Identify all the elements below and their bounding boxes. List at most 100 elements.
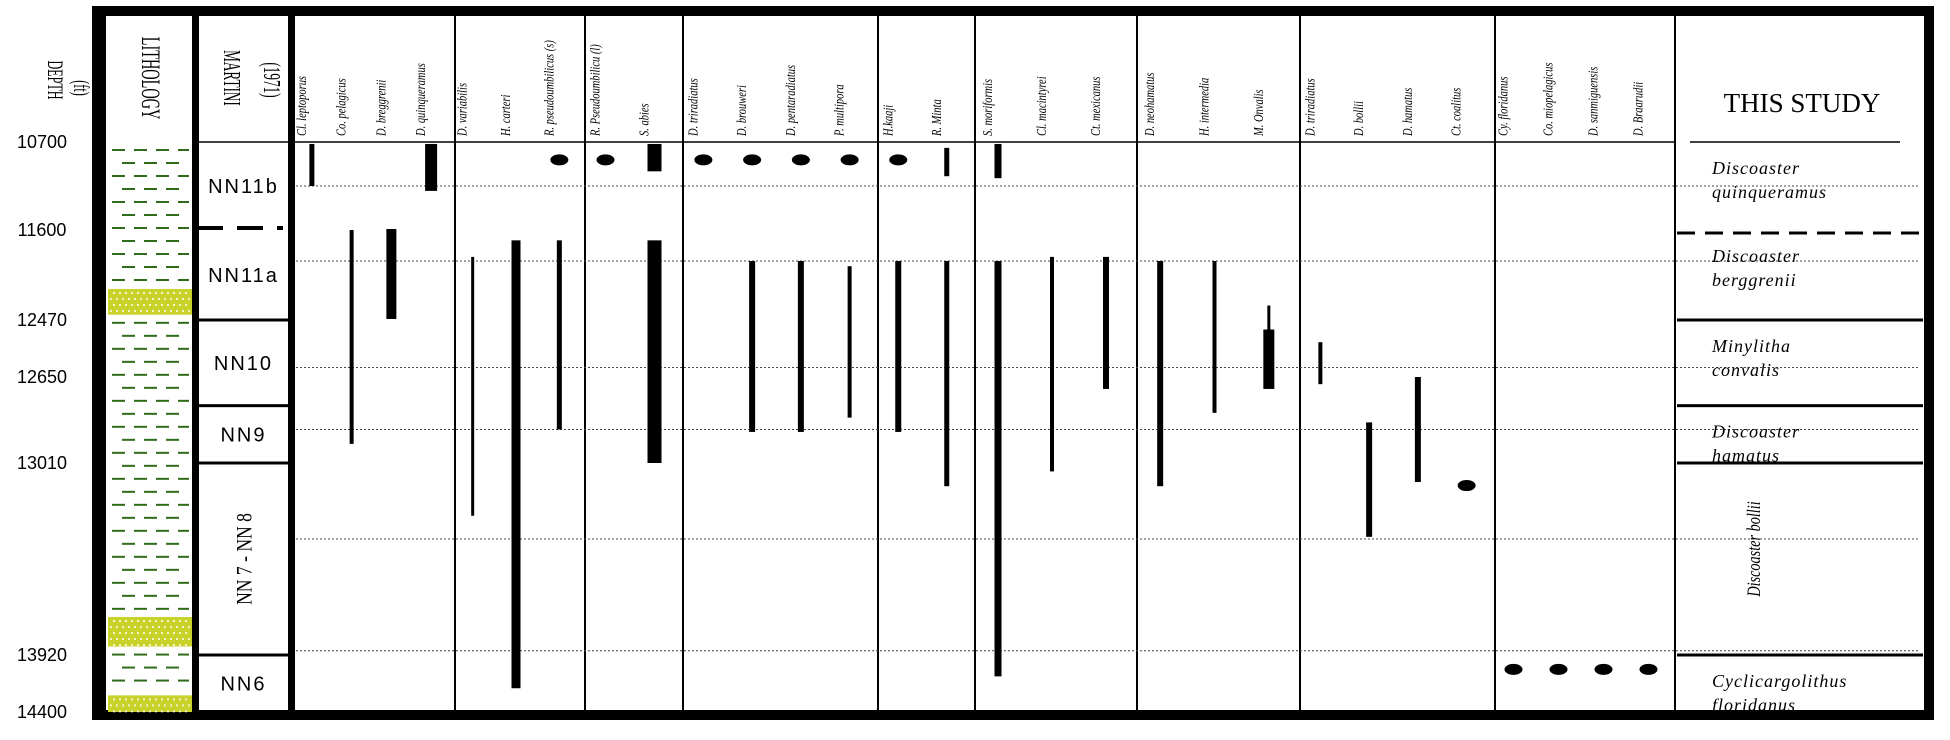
lithology-texture-dot: [167, 632, 169, 635]
martini-zone-label: NN6: [220, 674, 266, 696]
species-name-label: D. sanmiguensis: [1585, 67, 1601, 137]
species-range-bar: [944, 261, 950, 487]
species-range-bar: [1414, 377, 1421, 482]
lithology-texture-dot: [158, 309, 160, 312]
lithology-texture-dot: [188, 297, 190, 300]
depth-header-label: DEPTH: [43, 61, 68, 100]
study-zone-label: berggrenii: [1712, 270, 1797, 290]
lithology-texture-dot: [128, 297, 130, 300]
lithology-texture-dot: [131, 620, 133, 623]
lithology-texture-dot: [146, 638, 148, 641]
species-range-bar: [1103, 256, 1109, 389]
lithology-texture-dot: [185, 698, 187, 701]
lithology-texture-dot: [179, 710, 181, 713]
lithology-texture-dot: [125, 632, 127, 635]
lithology-texture-dot: [164, 309, 166, 312]
lithology-texture-dot: [131, 710, 133, 713]
lithology-texture-dot: [140, 704, 142, 707]
lithology-texture-dot: [152, 297, 154, 300]
lithology-texture-dot: [155, 632, 157, 635]
species-name-label: Co. miopelagicus: [1540, 62, 1556, 136]
species-name-label: D. variabilis: [454, 83, 470, 137]
study-zone-boundary: [1677, 461, 1923, 465]
lithology-texture-dot: [173, 644, 175, 647]
species-name-label: Co. pelagicus: [333, 78, 349, 136]
species-name-label: S. abies: [636, 103, 652, 136]
lithology-texture-dot: [176, 704, 178, 707]
lithology-texture-dot: [149, 303, 151, 306]
species-range-bar: [349, 230, 354, 444]
lithology-texture-dot: [188, 704, 190, 707]
lithology-texture-dot: [110, 704, 112, 707]
lithology-texture-dot: [155, 291, 157, 294]
species-name-label: D. bollii: [1351, 101, 1367, 137]
frame-left: [92, 6, 106, 720]
lithology-texture-dot: [119, 710, 121, 713]
lithology-texture-dot: [158, 638, 160, 641]
lithology-texture-dot: [119, 644, 121, 647]
species-range-bar: [647, 143, 662, 172]
martini-year-label: (1971): [258, 62, 284, 97]
species-name-label: D. triradiatus: [685, 78, 701, 137]
lithology-texture-dot: [134, 704, 136, 707]
lithology-texture-dot: [134, 626, 136, 629]
species-name-label: D. brouweri: [734, 85, 750, 137]
lithology-texture-dot: [149, 710, 151, 713]
lithology-texture-dot: [170, 297, 172, 300]
lithology-texture-dot: [149, 291, 151, 294]
lithology-texture-dot: [119, 303, 121, 306]
lithology-texture-dot: [110, 626, 112, 629]
study-zone-boundary: [1677, 404, 1923, 408]
lithology-texture-dot: [113, 303, 115, 306]
lithology-texture-dot: [164, 626, 166, 629]
lithology-texture-dot: [170, 704, 172, 707]
lithology-texture-dot: [128, 309, 130, 312]
lithology-texture-dot: [119, 291, 121, 294]
lithology-texture-dot: [173, 698, 175, 701]
depth-tick-label: 14400: [17, 702, 67, 722]
lithology-texture-dot: [119, 632, 121, 635]
lithology-texture-dot: [185, 632, 187, 635]
lithology-texture-dot: [137, 644, 139, 647]
lithology-texture-dot: [182, 297, 184, 300]
species-range-bar: [994, 261, 1002, 677]
depth-tick-label: 12470: [17, 310, 67, 330]
species-occurrence-dot: [840, 154, 859, 166]
lithology-texture-dot: [182, 309, 184, 312]
lithology-texture-dot: [179, 291, 181, 294]
lithology-texture-dot: [176, 297, 178, 300]
lithology-header-label: LITHOLOGY: [136, 37, 166, 120]
lithology-texture-dot: [149, 698, 151, 701]
study-zone-label: Minylitha: [1711, 336, 1791, 356]
frame-top: [92, 6, 1934, 16]
lithology-texture-dot: [137, 698, 139, 701]
lithology-texture-dot: [113, 632, 115, 635]
lithology-texture-dot: [125, 644, 127, 647]
lithology-texture-dot: [119, 698, 121, 701]
lithology-texture-dot: [176, 638, 178, 641]
lithology-texture-dot: [122, 297, 124, 300]
species-range-bar: [425, 143, 438, 191]
lithology-texture-dot: [131, 632, 133, 635]
martini-header-label: MARTINI: [218, 50, 244, 106]
lithology-texture-dot: [128, 626, 130, 629]
species-occurrence-dot: [550, 154, 569, 166]
lithology-texture-dot: [167, 291, 169, 294]
species-occurrence-dot: [1549, 663, 1568, 675]
study-zone-label: hamatus: [1712, 446, 1780, 466]
lithology-texture-dot: [116, 638, 118, 641]
lithology-texture-dot: [158, 626, 160, 629]
lithology-texture-dot: [164, 638, 166, 641]
study-zone-label: Discoaster: [1711, 246, 1800, 266]
lithology-texture-dot: [170, 626, 172, 629]
martini-zone-boundary: [199, 404, 288, 408]
lithology-texture-dot: [167, 303, 169, 306]
lithology-texture-dot: [173, 303, 175, 306]
lithology-texture-dot: [152, 638, 154, 641]
species-range-bar: [847, 266, 852, 418]
lithology-texture-dot: [116, 309, 118, 312]
lithology-texture-dot: [137, 303, 139, 306]
lithology-texture-dot: [113, 710, 115, 713]
lithology-texture-dot: [134, 309, 136, 312]
